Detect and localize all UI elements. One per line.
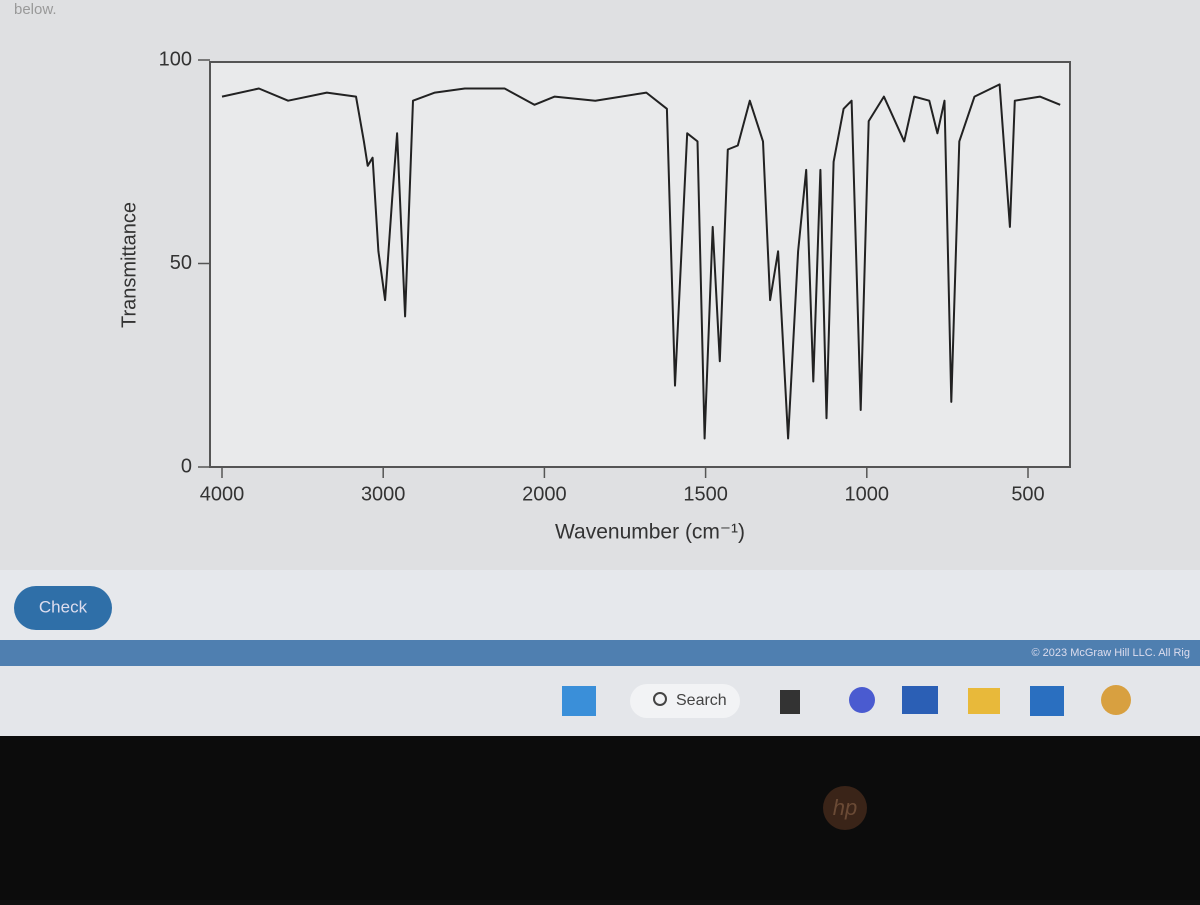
taskview-icon[interactable] [780, 690, 800, 714]
search-label[interactable]: Search [676, 692, 727, 709]
x-axis-label: Wavenumber (cm⁻¹) [555, 521, 745, 544]
y-tick-label: 100 [159, 48, 192, 70]
brand-badge [823, 786, 867, 830]
x-tick-label: 1500 [683, 483, 728, 505]
bezel [0, 736, 1200, 900]
word-icon[interactable] [902, 686, 938, 714]
brand: hp [833, 795, 857, 820]
check-button[interactable] [14, 586, 112, 630]
footer-area [0, 570, 1200, 640]
spectrum-line [221, 83, 1061, 440]
outlook-icon[interactable] [1030, 686, 1064, 716]
x-tick-label: 500 [1011, 483, 1044, 505]
search-icon [653, 692, 667, 706]
chrome-icon[interactable] [1101, 685, 1131, 715]
plot-area [209, 61, 1071, 468]
x-tick-label: 3000 [361, 483, 406, 505]
taskbar [0, 666, 1200, 736]
copyright-bar [0, 640, 1200, 666]
y-axis-label: Transmittance [118, 202, 140, 328]
folder-icon[interactable] [968, 688, 1000, 714]
check-button-label[interactable]: Check [39, 597, 88, 616]
y-tick-label: 0 [181, 455, 192, 477]
x-tick-label: 1000 [845, 483, 890, 505]
y-tick-label: 50 [170, 252, 192, 274]
start-icon[interactable] [562, 686, 596, 716]
copyright: © 2023 McGraw Hill LLC. All Rig [1032, 647, 1191, 659]
x-tick-label: 2000 [522, 483, 567, 505]
teams-icon[interactable] [849, 687, 875, 713]
instruction: below. [14, 1, 57, 18]
x-tick-label: 4000 [200, 483, 245, 505]
